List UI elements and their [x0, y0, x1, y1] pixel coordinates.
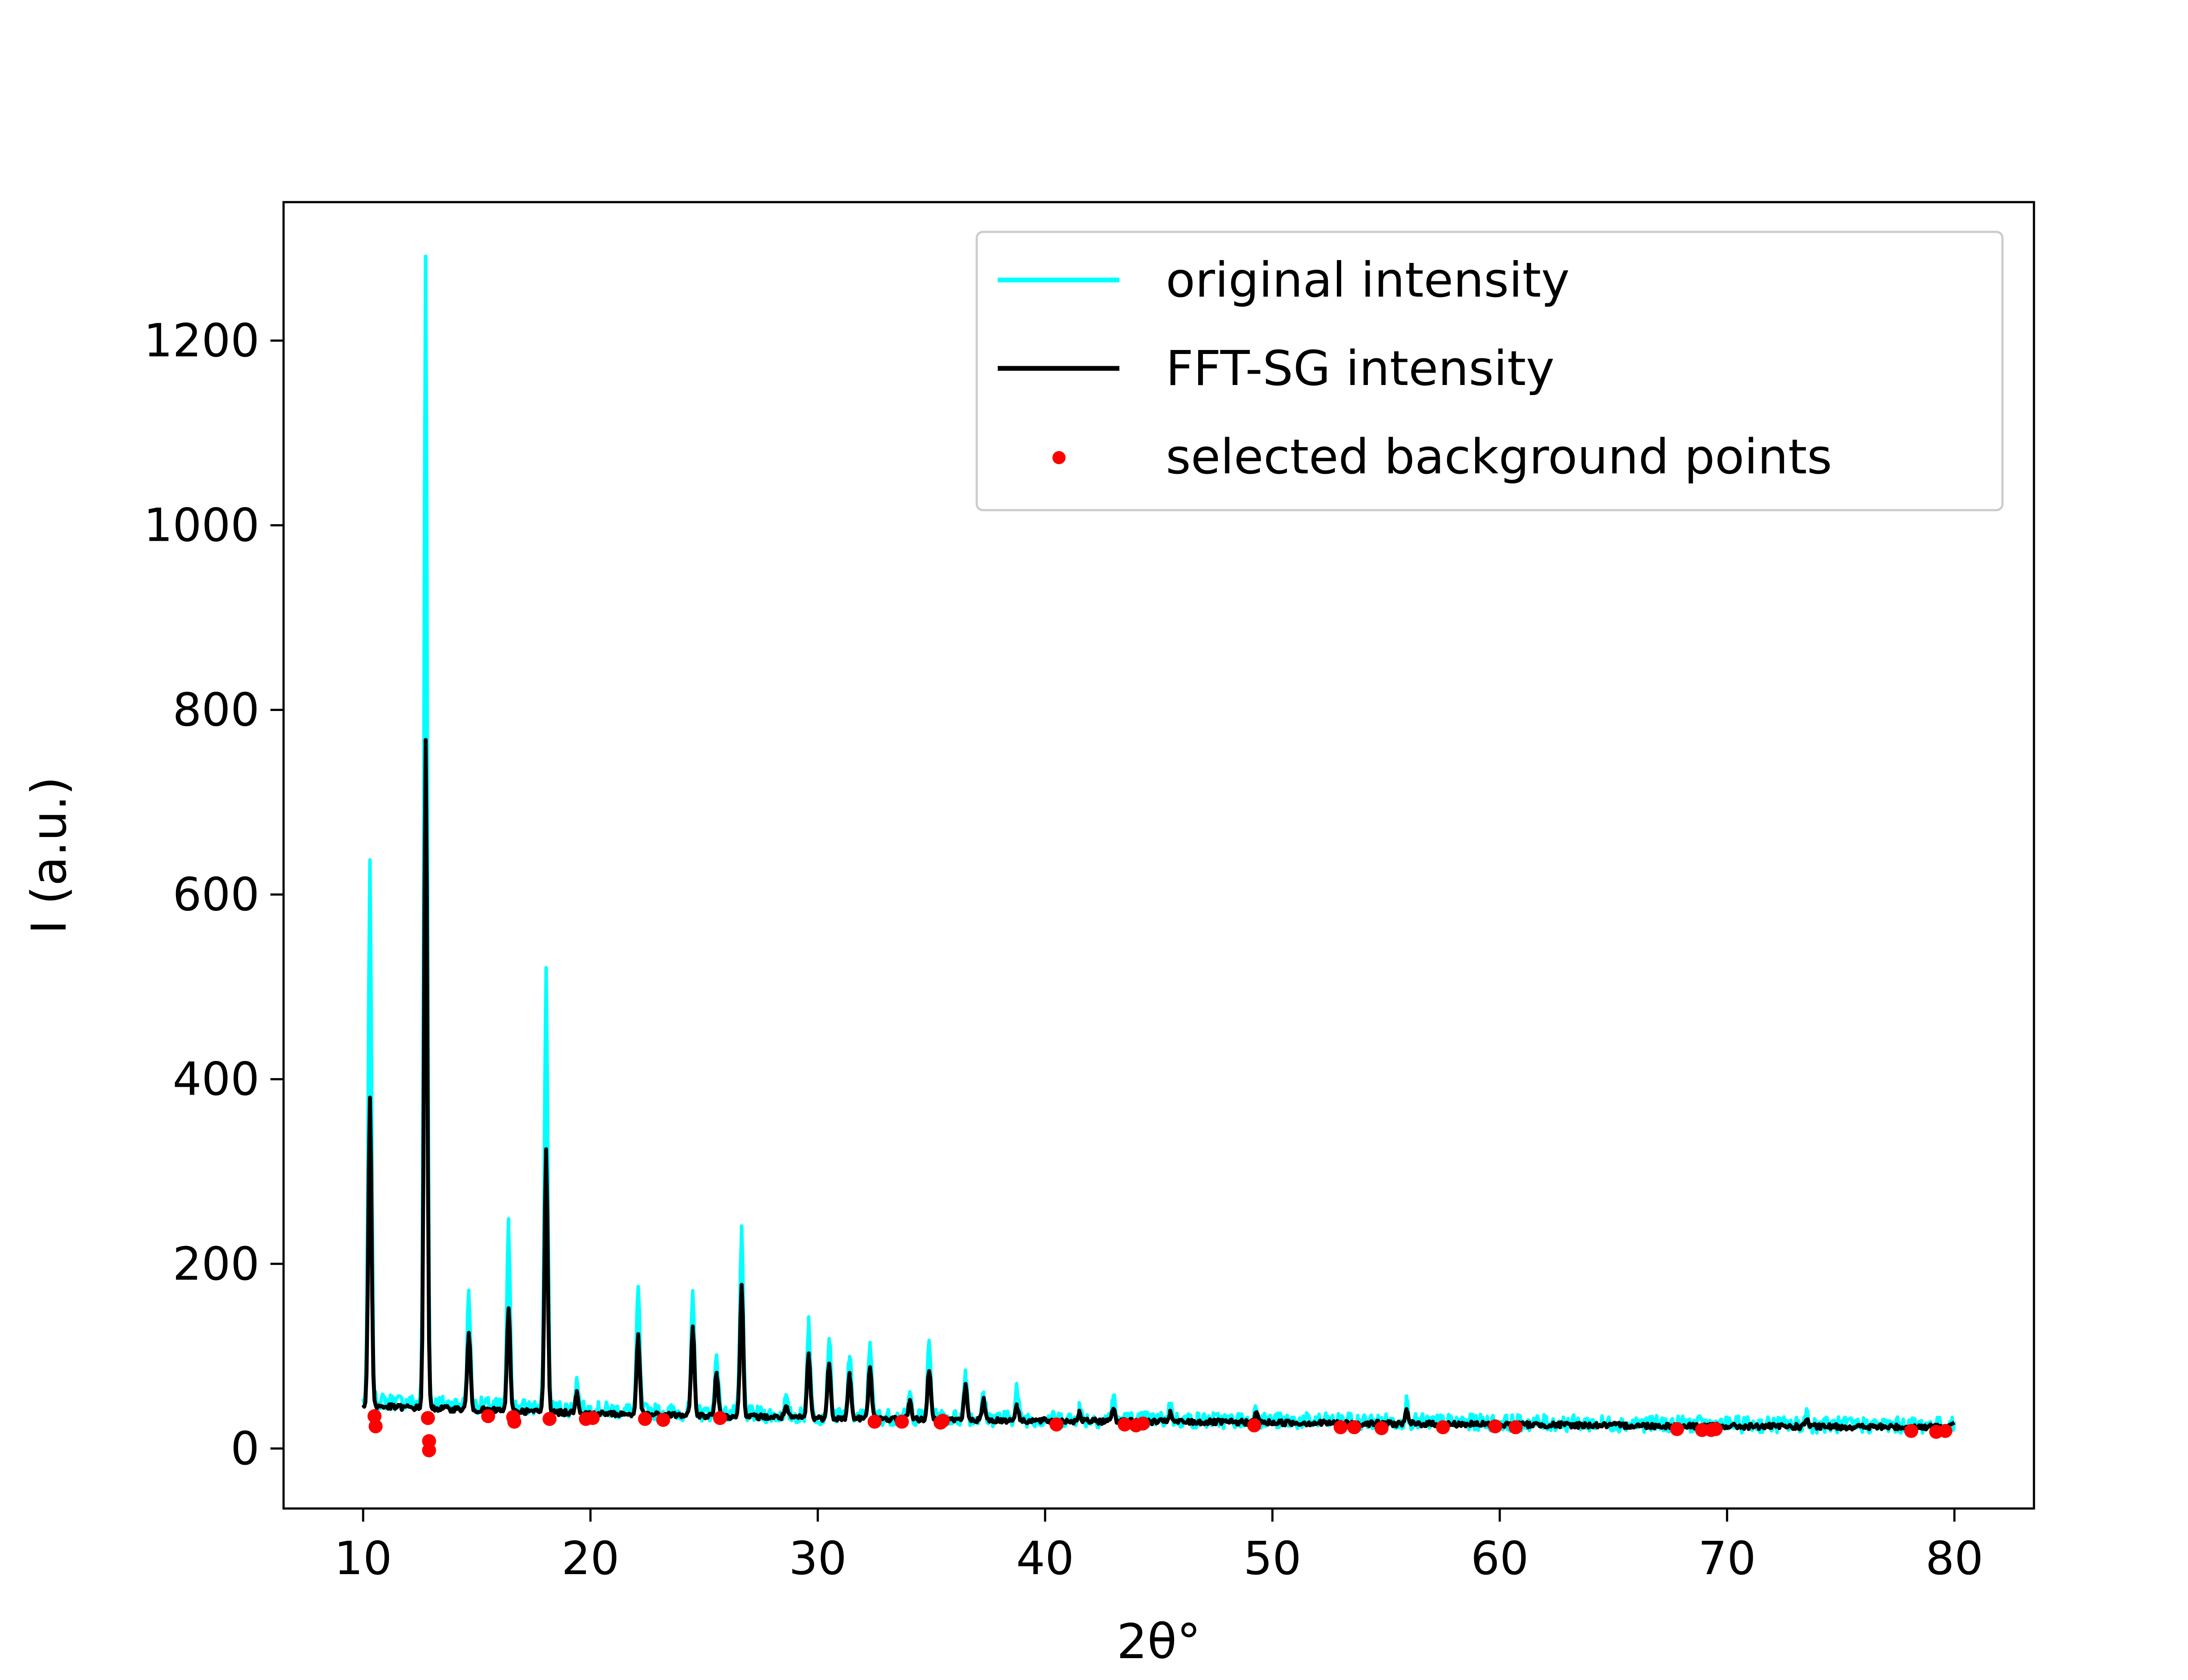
y-tick-label: 1000: [144, 499, 259, 552]
x-tick-label: 60: [1471, 1532, 1529, 1585]
legend-label-original-intensity: original intensity: [1166, 252, 1570, 308]
x-axis: 10 20 30 40 50 60 70 80: [334, 1508, 1983, 1585]
x-tick-label: 50: [1244, 1532, 1301, 1585]
background-point: [1436, 1420, 1450, 1435]
background-point: [638, 1412, 652, 1426]
background-point: [1347, 1420, 1361, 1435]
y-axis: 0 200 400 600 800 1000 1200: [144, 314, 284, 1475]
background-point: [481, 1409, 495, 1423]
background-point: [1508, 1420, 1523, 1435]
background-point: [936, 1414, 950, 1428]
background-point: [542, 1412, 557, 1426]
background-point: [1049, 1417, 1064, 1432]
y-tick-label: 1200: [144, 314, 259, 368]
background-point: [713, 1411, 727, 1425]
background-point: [1904, 1424, 1918, 1438]
x-tick-label: 80: [1925, 1532, 1983, 1585]
x-tick-label: 30: [789, 1532, 847, 1585]
legend-label-background-points: selected background points: [1166, 429, 1832, 485]
y-axis-label: I (a.u.): [21, 777, 77, 934]
background-point: [421, 1411, 435, 1425]
background-point: [1708, 1422, 1723, 1436]
background-point: [1670, 1422, 1684, 1436]
legend: original intensity FFT-SG intensity sele…: [975, 231, 2004, 511]
background-point: [1375, 1421, 1389, 1435]
x-tick-label: 40: [1016, 1532, 1074, 1585]
y-tick-label: 400: [172, 1053, 259, 1106]
y-tick-label: 0: [231, 1422, 259, 1475]
background-point: [507, 1414, 522, 1429]
plot-frame: [282, 201, 2035, 1510]
background-point: [656, 1413, 670, 1427]
background-point: [1247, 1418, 1262, 1433]
plot-area: [361, 254, 1957, 1458]
background-point: [367, 1409, 382, 1423]
background-point: [867, 1414, 882, 1429]
x-tick-label: 20: [561, 1532, 619, 1585]
background-point: [1136, 1416, 1150, 1431]
x-tick-label: 10: [334, 1532, 392, 1585]
legend-box: [975, 231, 2004, 511]
y-tick-label: 800: [172, 683, 259, 737]
legend-swatch-background-points: [1052, 451, 1066, 464]
y-tick-label: 200: [172, 1237, 259, 1291]
x-tick-label: 70: [1698, 1532, 1756, 1585]
x-axis-label: 2θ°: [1117, 1614, 1201, 1670]
background-point: [894, 1414, 909, 1429]
background-point: [586, 1411, 600, 1425]
y-tick-label: 600: [172, 868, 259, 921]
background-point: [1938, 1424, 1953, 1438]
background-point: [1118, 1417, 1132, 1432]
background-point: [1488, 1419, 1502, 1434]
background-point: [368, 1419, 383, 1434]
background-point: [1333, 1420, 1348, 1435]
background-point: [422, 1443, 436, 1458]
legend-label-fft-sg-intensity: FFT-SG intensity: [1166, 340, 1554, 396]
